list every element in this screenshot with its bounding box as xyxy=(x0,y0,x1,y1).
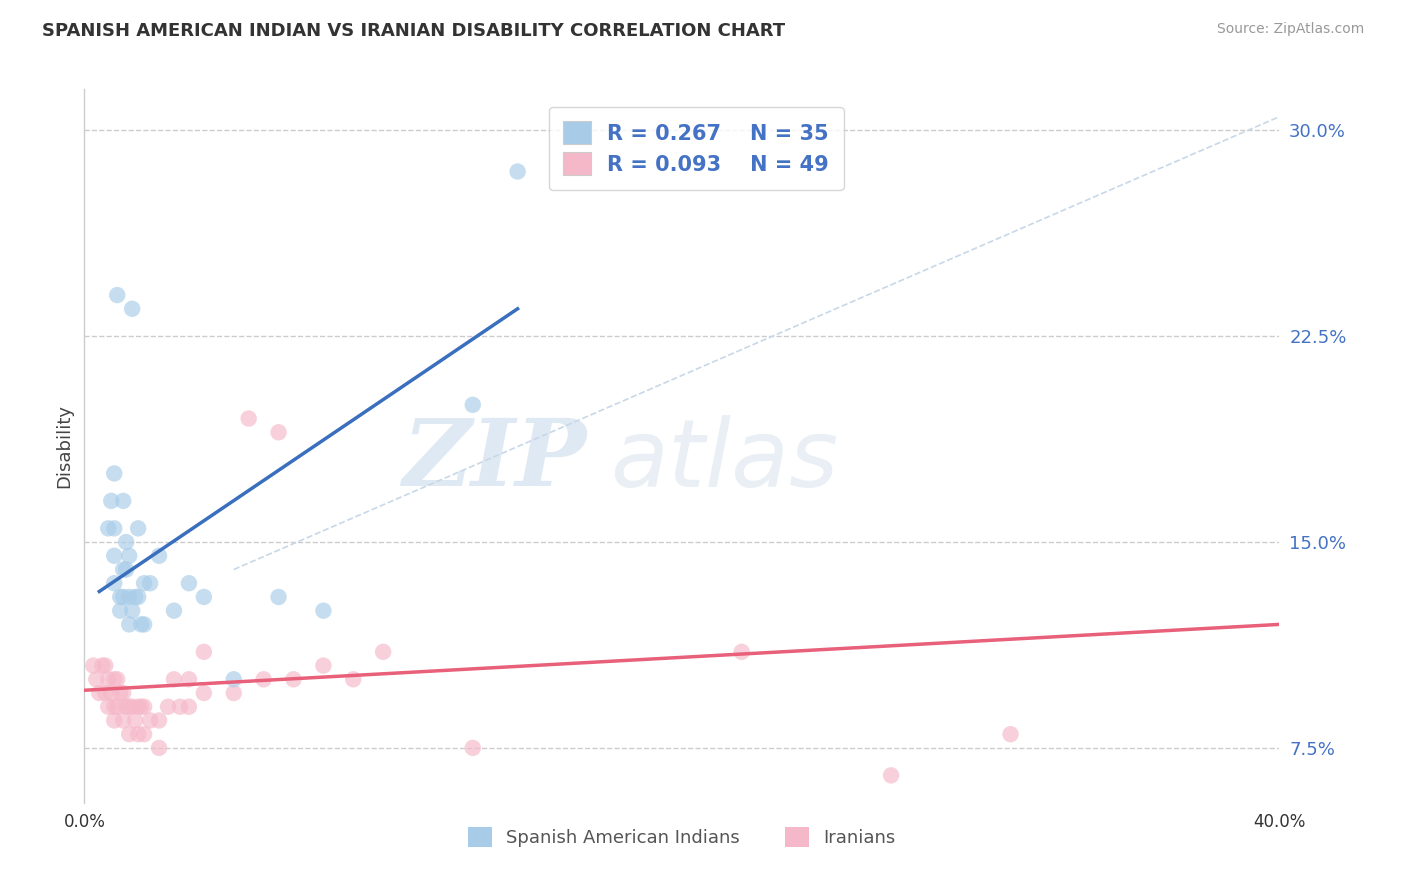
Y-axis label: Disability: Disability xyxy=(55,404,73,488)
Point xyxy=(91,658,114,673)
Point xyxy=(124,714,146,728)
Point xyxy=(169,699,191,714)
Point xyxy=(100,686,122,700)
Point xyxy=(103,714,125,728)
Point xyxy=(112,714,135,728)
Point xyxy=(461,740,484,755)
Point xyxy=(110,686,132,700)
Point xyxy=(148,714,170,728)
Point xyxy=(121,604,143,618)
Point xyxy=(86,673,108,687)
Point xyxy=(97,521,120,535)
Point xyxy=(118,549,141,563)
Point xyxy=(193,686,215,700)
Point xyxy=(97,673,120,687)
Point xyxy=(129,699,152,714)
Point xyxy=(177,576,200,591)
Point xyxy=(129,617,152,632)
Point xyxy=(118,590,141,604)
Point xyxy=(312,658,335,673)
Point xyxy=(115,535,138,549)
Point xyxy=(222,686,245,700)
Point xyxy=(461,398,484,412)
Point xyxy=(127,699,149,714)
Point xyxy=(157,699,180,714)
Point xyxy=(139,714,162,728)
Point xyxy=(112,590,135,604)
Point xyxy=(283,673,305,687)
Point xyxy=(110,590,132,604)
Point xyxy=(880,768,903,782)
Point xyxy=(89,686,111,700)
Point xyxy=(731,645,754,659)
Point xyxy=(373,645,395,659)
Point xyxy=(342,673,364,687)
Point xyxy=(112,562,135,576)
Point xyxy=(110,604,132,618)
Point xyxy=(103,673,125,687)
Point xyxy=(121,301,143,316)
Text: SPANISH AMERICAN INDIAN VS IRANIAN DISABILITY CORRELATION CHART: SPANISH AMERICAN INDIAN VS IRANIAN DISAB… xyxy=(42,22,786,40)
Point xyxy=(267,425,290,440)
Point xyxy=(1000,727,1022,741)
Point xyxy=(132,727,156,741)
Point xyxy=(163,604,186,618)
Point xyxy=(112,686,135,700)
Point xyxy=(312,604,335,618)
Point xyxy=(506,164,529,178)
Point xyxy=(103,576,125,591)
Point xyxy=(97,699,120,714)
Point xyxy=(253,673,276,687)
Point xyxy=(118,617,141,632)
Point xyxy=(82,658,104,673)
Point xyxy=(148,740,170,755)
Point xyxy=(193,645,215,659)
Point xyxy=(118,699,141,714)
Point xyxy=(105,673,128,687)
Text: Source: ZipAtlas.com: Source: ZipAtlas.com xyxy=(1216,22,1364,37)
Point xyxy=(103,699,125,714)
Point xyxy=(112,494,135,508)
Point xyxy=(132,576,156,591)
Point xyxy=(193,590,215,604)
Point xyxy=(127,521,149,535)
Point xyxy=(267,590,290,604)
Point xyxy=(177,673,200,687)
Point xyxy=(115,562,138,576)
Point xyxy=(127,590,149,604)
Point xyxy=(238,411,260,425)
Point xyxy=(100,494,122,508)
Point xyxy=(105,699,128,714)
Point xyxy=(103,467,125,481)
Text: atlas: atlas xyxy=(610,415,838,506)
Point xyxy=(124,590,146,604)
Point xyxy=(118,727,141,741)
Point xyxy=(163,673,186,687)
Point xyxy=(148,549,170,563)
Point xyxy=(222,673,245,687)
Point xyxy=(94,686,117,700)
Point xyxy=(121,699,143,714)
Point xyxy=(132,617,156,632)
Point xyxy=(115,699,138,714)
Point xyxy=(132,699,156,714)
Point xyxy=(103,549,125,563)
Legend: Spanish American Indians, Iranians: Spanish American Indians, Iranians xyxy=(461,820,903,855)
Point xyxy=(103,521,125,535)
Point xyxy=(94,658,117,673)
Text: ZIP: ZIP xyxy=(402,416,586,505)
Point xyxy=(105,288,128,302)
Point xyxy=(139,576,162,591)
Point xyxy=(127,727,149,741)
Point xyxy=(177,699,200,714)
